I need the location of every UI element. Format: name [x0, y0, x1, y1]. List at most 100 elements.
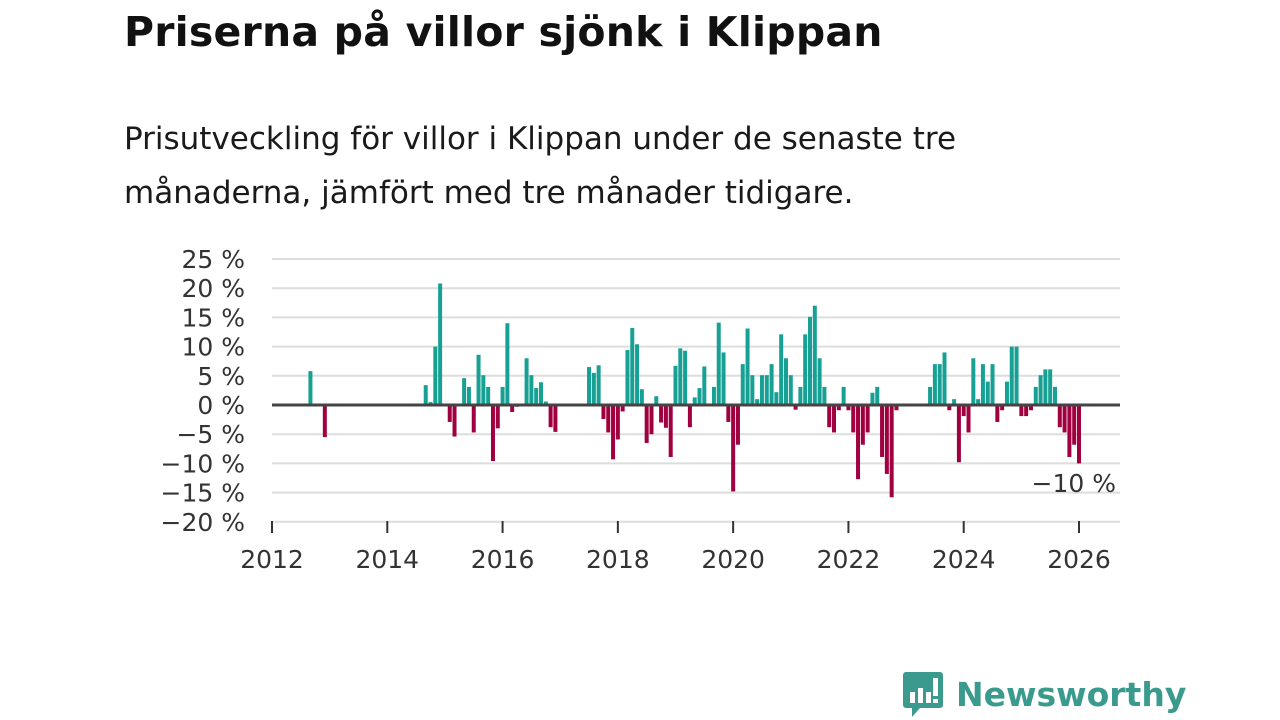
bar — [668, 405, 673, 457]
bar — [995, 405, 1000, 422]
bar — [1057, 405, 1062, 428]
bar — [1043, 369, 1048, 405]
bar — [793, 405, 798, 410]
bar — [635, 344, 640, 405]
bar — [822, 386, 827, 405]
x-tick-label: 2018 — [586, 545, 650, 574]
bar — [812, 305, 817, 405]
bar — [817, 358, 822, 405]
x-tick-label: 2020 — [701, 545, 765, 574]
y-tick-label: 20 % — [181, 274, 245, 303]
y-tick-label: −10 % — [161, 449, 245, 478]
bar — [971, 358, 976, 405]
bar — [683, 350, 688, 405]
bar — [620, 405, 625, 412]
bar — [1019, 405, 1024, 417]
y-tick-label: −20 % — [161, 508, 245, 537]
bar — [808, 316, 812, 405]
bar — [980, 364, 985, 405]
bar — [880, 405, 885, 457]
bar — [687, 405, 692, 428]
bar — [841, 386, 846, 405]
bar — [856, 405, 861, 480]
bar — [798, 386, 803, 405]
bar — [543, 401, 548, 405]
bar — [1077, 405, 1081, 464]
bar — [476, 354, 481, 405]
bar — [875, 386, 880, 405]
bar — [721, 352, 726, 405]
bar — [860, 405, 865, 445]
bar — [553, 405, 558, 432]
bar — [735, 405, 740, 445]
bar — [884, 405, 889, 474]
chart-subtitle: Prisutveckling för villor i Klippan unde… — [124, 121, 957, 211]
bar — [731, 405, 736, 492]
bars — [308, 283, 1081, 498]
y-tick-label: 15 % — [181, 303, 245, 332]
bar — [322, 405, 327, 438]
bar — [788, 375, 793, 405]
y-tick-label: −5 % — [176, 420, 245, 449]
bar — [663, 405, 668, 428]
gridlines — [272, 258, 1120, 523]
bar — [1004, 381, 1009, 405]
bar — [726, 405, 731, 422]
bar — [481, 375, 486, 405]
bar — [548, 405, 553, 428]
bar — [827, 405, 832, 428]
bar — [928, 386, 933, 405]
bar — [942, 352, 947, 405]
y-tick-label: −15 % — [161, 479, 245, 508]
bar — [452, 405, 457, 437]
bar — [1000, 405, 1005, 411]
y-tick-label: 5 % — [197, 362, 245, 391]
bar — [990, 364, 995, 405]
bar — [759, 375, 764, 405]
bar — [779, 334, 784, 405]
bar — [654, 396, 659, 405]
bar — [601, 405, 606, 420]
bar — [495, 405, 500, 429]
newsworthy-logo-icon — [903, 672, 943, 717]
bar — [870, 392, 875, 405]
bar — [505, 323, 510, 405]
bar — [1062, 405, 1067, 433]
bar — [692, 397, 697, 405]
x-tick-label: 2026 — [1047, 545, 1111, 574]
bar — [1024, 405, 1029, 417]
bar — [529, 375, 534, 405]
bar — [966, 405, 971, 433]
bar — [438, 283, 443, 405]
bar — [308, 371, 313, 405]
bar — [639, 389, 644, 405]
bar — [832, 405, 837, 433]
bar — [745, 328, 750, 405]
bar — [947, 405, 952, 411]
bar — [961, 405, 966, 417]
bar — [889, 405, 894, 498]
bar — [490, 405, 495, 462]
bar — [649, 405, 654, 435]
bar — [659, 405, 664, 423]
bar — [466, 386, 471, 405]
bar — [500, 386, 505, 405]
bar — [1009, 346, 1014, 405]
bar — [836, 405, 841, 411]
bar — [851, 405, 856, 433]
bar — [1052, 386, 1057, 405]
bar — [486, 386, 491, 405]
bar — [611, 405, 616, 460]
bar — [894, 405, 899, 411]
bar — [423, 385, 428, 405]
bar — [587, 367, 592, 405]
bar — [956, 405, 961, 463]
bar — [539, 382, 543, 405]
y-tick-label: 10 % — [181, 333, 245, 362]
y-tick-label: 25 % — [181, 245, 245, 274]
bar — [1028, 405, 1033, 411]
bar — [1038, 375, 1043, 405]
x-tick-label: 2024 — [932, 545, 996, 574]
bar — [702, 366, 707, 405]
